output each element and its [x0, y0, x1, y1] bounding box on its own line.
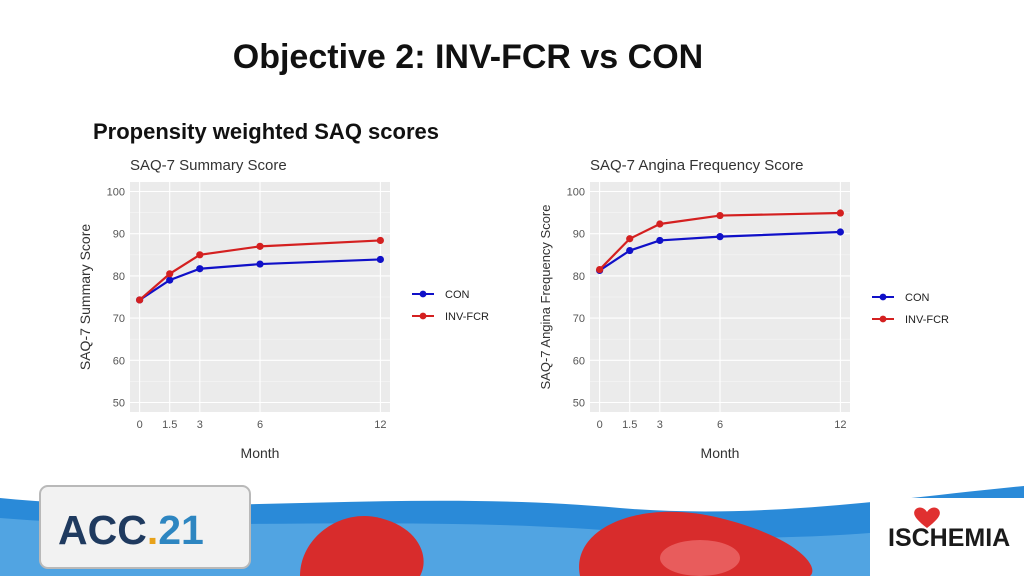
- data-point-inv-fcr: [656, 220, 664, 228]
- data-point-inv-fcr: [626, 235, 634, 243]
- acc-logo-number: 21: [158, 507, 204, 553]
- x-tick-label: 1.5: [162, 419, 177, 431]
- data-point-inv-fcr: [596, 265, 604, 274]
- x-tick-label: 0: [597, 419, 603, 431]
- data-point-con: [716, 233, 724, 241]
- x-tick-label: 12: [374, 419, 386, 431]
- y-tick-label: 80: [113, 271, 125, 283]
- acc-logo-prefix: ACC: [58, 507, 147, 553]
- ischemia-logo-panel: [870, 498, 1024, 576]
- data-point-inv-fcr: [376, 236, 384, 245]
- x-tick-label: 6: [717, 419, 723, 431]
- chart-title: SAQ-7 Angina Frequency Score: [590, 157, 803, 174]
- data-point-inv-fcr: [166, 270, 174, 278]
- angina-frequency-chart: SAQ-7 Angina Frequency Score506070809010…: [538, 157, 949, 461]
- y-tick-label: 100: [107, 186, 125, 198]
- legend-label: INV-FCR: [445, 311, 489, 323]
- x-tick-label: 1.5: [622, 419, 637, 431]
- x-tick-label: 3: [197, 419, 203, 431]
- acc-logo-panel: [39, 485, 251, 569]
- heart-highlight: [660, 540, 740, 576]
- y-tick-label: 60: [573, 355, 585, 367]
- y-tick-label: 50: [573, 398, 585, 410]
- y-axis-label: SAQ-7 Summary Score: [77, 224, 93, 370]
- heart-graphic-left: [300, 516, 424, 576]
- legend-label: CON: [445, 289, 470, 301]
- slide-subtitle: Propensity weighted SAQ scores: [93, 119, 439, 144]
- data-point-inv-fcr: [716, 211, 724, 220]
- y-tick-label: 60: [113, 355, 125, 367]
- y-tick-label: 70: [113, 313, 125, 325]
- data-point-con: [656, 236, 664, 245]
- legend-marker-con: [879, 293, 887, 301]
- x-tick-label: 6: [257, 419, 263, 431]
- data-point-inv-fcr: [256, 242, 264, 250]
- legend-marker-inv-fcr: [419, 312, 427, 320]
- legend-label: CON: [905, 292, 930, 304]
- data-point-con: [256, 260, 264, 268]
- ischemia-logo: ISCHEMIA: [888, 524, 1011, 552]
- y-axis-label: SAQ-7 Angina Frequency Score: [538, 205, 553, 390]
- acc-logo: ACC.21: [58, 507, 204, 554]
- x-tick-label: 12: [834, 419, 846, 431]
- x-axis-label: Month: [701, 445, 740, 461]
- summary-score-chart: SAQ-7 Summary Score 50 60 70 80 90 100 0 1.5 3 6 12…: [77, 157, 489, 461]
- legend-marker-inv-fcr: [879, 315, 887, 323]
- data-point-con: [376, 255, 384, 264]
- data-point-con: [836, 228, 844, 236]
- data-point-inv-fcr: [196, 251, 204, 259]
- data-point-con: [626, 246, 634, 255]
- x-tick-label: 3: [657, 419, 663, 431]
- y-tick-label: 90: [573, 229, 585, 241]
- slide-title: Objective 2: INV-FCR vs CON: [232, 38, 704, 76]
- data-point-con: [166, 276, 174, 284]
- data-point-con: [196, 265, 204, 273]
- x-axis-label: Month: [241, 445, 280, 461]
- acc-logo-dot: .: [146, 507, 159, 553]
- heart-icon: [914, 507, 940, 528]
- y-tick-label: 90: [113, 229, 125, 241]
- y-tick-label: 70: [573, 313, 585, 325]
- footer-banner: [0, 478, 1024, 576]
- y-tick-label: 80: [573, 271, 585, 283]
- data-point-inv-fcr: [136, 296, 144, 304]
- legend-label: INV-FCR: [905, 314, 949, 326]
- legend-marker-con: [419, 290, 427, 298]
- data-point-inv-fcr: [836, 209, 844, 217]
- y-tick-label: 100: [567, 186, 585, 198]
- x-tick-label: 0: [137, 419, 143, 431]
- footer-decoration: [0, 485, 1024, 576]
- y-tick-label: 50: [113, 398, 125, 410]
- chart-title: SAQ-7 Summary Score: [130, 157, 287, 174]
